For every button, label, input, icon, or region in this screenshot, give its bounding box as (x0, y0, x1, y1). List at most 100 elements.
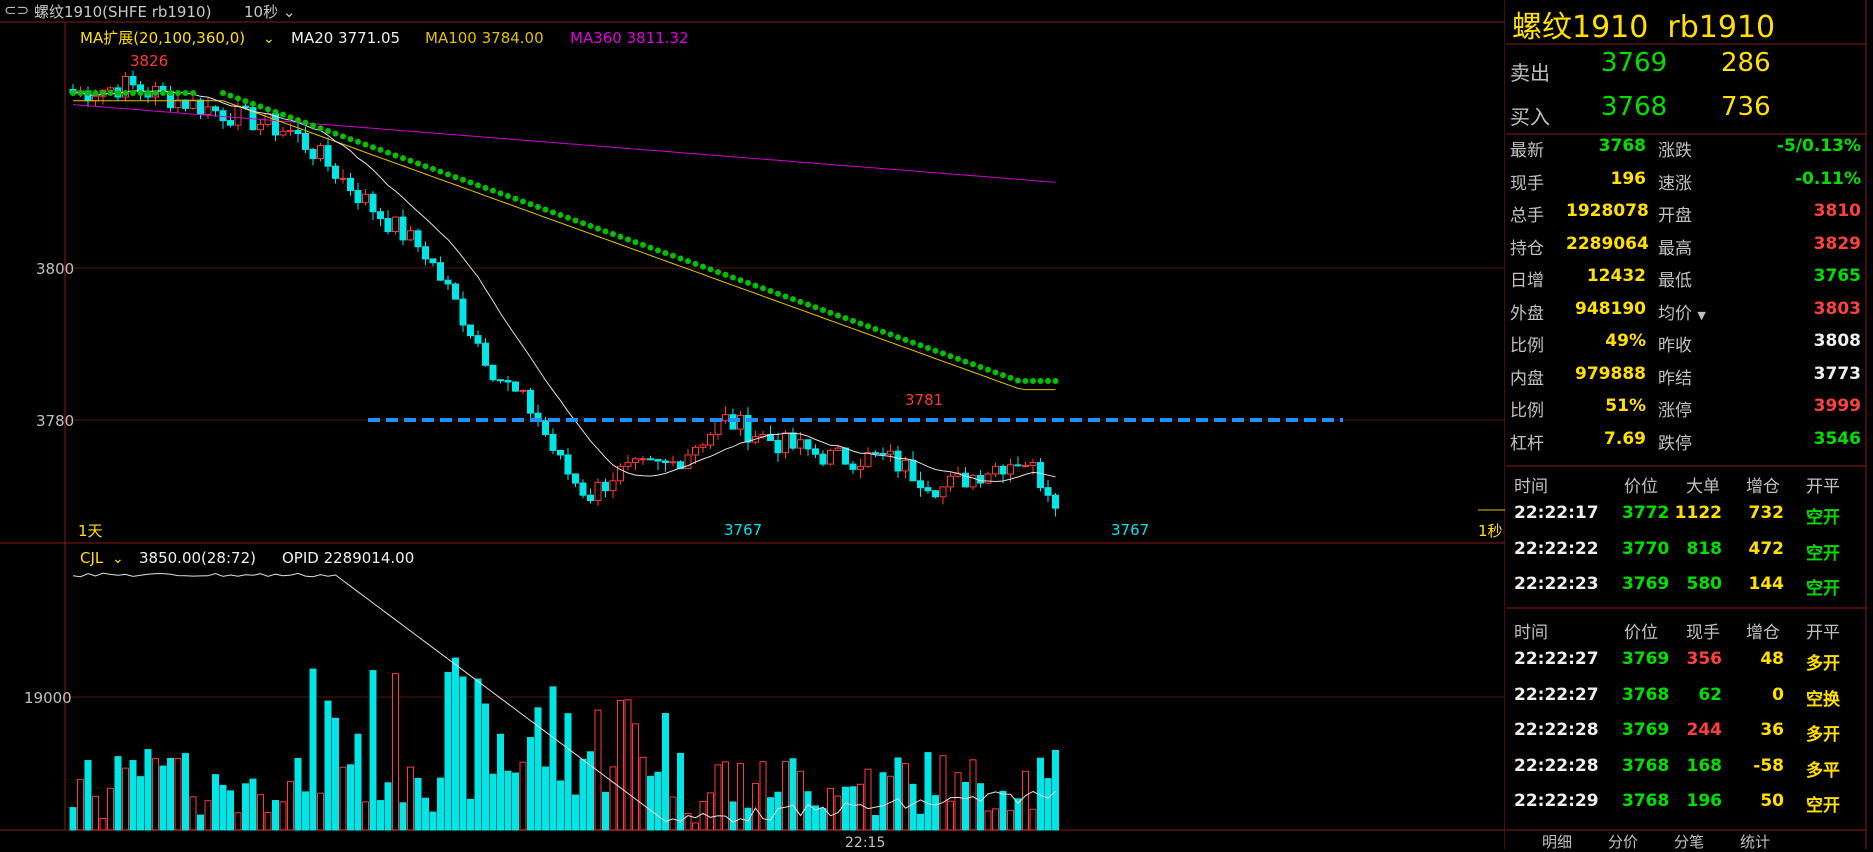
table-row[interactable]: 22:22:28 (1514, 720, 1599, 740)
table-row[interactable]: 22:22:29 (1514, 791, 1599, 811)
candle-body (1007, 464, 1014, 475)
quote-label: 最高 (1658, 238, 1692, 259)
ma360-line (72, 104, 1056, 183)
quote-value: 948190 (1575, 298, 1646, 319)
volume-bar (947, 800, 954, 831)
chevron-down-icon[interactable]: ⌄ (263, 31, 275, 47)
volume-bar (347, 764, 354, 831)
quote-value: 51% (1605, 396, 1646, 416)
volume-bar (632, 723, 639, 831)
candle-body (632, 458, 639, 464)
tick-type: 多开 (1806, 654, 1840, 674)
tick-volume: 818 (1686, 538, 1723, 559)
volume-bar (557, 780, 564, 831)
interval-selector[interactable]: 10秒 ⌄ (244, 3, 296, 21)
quote-label: 跌停 (1658, 433, 1692, 454)
candle-body (684, 454, 692, 470)
table-row[interactable]: 22:22:28 (1514, 755, 1599, 776)
volume-bar (849, 786, 857, 831)
volume-bar (549, 686, 557, 831)
indicator-dot (130, 89, 136, 96)
candle-body (197, 99, 204, 115)
candle-body (902, 459, 909, 472)
candle-body (737, 414, 744, 430)
indicator-dot (677, 255, 684, 262)
candle-body (849, 463, 857, 470)
volume-legend-label[interactable]: CJL (80, 549, 104, 567)
indicator-dot (257, 103, 264, 110)
indicator-dot (685, 258, 691, 265)
candle-body (789, 432, 797, 449)
indicator-dot (77, 89, 84, 96)
caret-down-icon[interactable]: ▼ (1697, 308, 1706, 322)
tick-type: 多开 (1806, 725, 1840, 745)
indicator-dot (722, 271, 729, 278)
volume-bar (827, 787, 834, 831)
tick-volume: 196 (1686, 791, 1723, 811)
ma100-line (73, 100, 1056, 391)
candle-body (857, 465, 864, 470)
candle-body (354, 189, 362, 204)
indicator-dot (572, 217, 579, 224)
indicator-dot (812, 304, 819, 311)
volume-bar (744, 807, 752, 831)
tick-price: 3768 (1622, 755, 1670, 776)
indicator-dot (827, 309, 834, 316)
indicator-dot (325, 127, 331, 134)
tab-2[interactable]: 分笔 (1674, 833, 1705, 851)
candlestick-chart[interactable]: 3800 3780 19000 1天 1秒 22:15 MA扩展(20,100,… (0, 0, 1505, 849)
tab-1[interactable]: 分价 (1608, 833, 1639, 851)
volume-bar (804, 791, 812, 831)
candle-body (362, 193, 369, 204)
volume-bar (452, 657, 459, 831)
tick-volume: 1122 (1674, 503, 1722, 523)
volume-bar (182, 753, 189, 831)
volume-bar (962, 781, 969, 831)
table-row[interactable]: 22:22:23 (1514, 574, 1599, 594)
indicator-dot (587, 222, 594, 229)
indicator-dot (580, 220, 586, 227)
indicator-dot (452, 174, 459, 181)
indicator-dot (1030, 378, 1036, 384)
candle-body (437, 262, 444, 281)
table-row[interactable]: 22:22:27 (1514, 649, 1599, 669)
tab-3[interactable]: 统计 (1740, 833, 1771, 851)
candle-body (1044, 487, 1052, 496)
volume-bar (482, 703, 489, 831)
indicator-dot (790, 296, 796, 303)
quote-value: 3803 (1813, 298, 1861, 319)
tick-price: 3769 (1622, 574, 1670, 594)
indicator-dot (347, 136, 354, 143)
volume-bar (84, 760, 92, 831)
table-row[interactable]: 22:22:27 (1514, 684, 1599, 705)
chevron-down-icon[interactable]: ⌄ (112, 551, 124, 567)
table-row[interactable]: 22:22:17 (1514, 503, 1599, 523)
volume-bar (167, 757, 174, 831)
volume-bar (339, 766, 347, 831)
volume-bar (594, 709, 602, 831)
buy-price[interactable]: 3768 (1601, 92, 1668, 122)
volume-bar (699, 801, 707, 831)
table-header: 时间 (1514, 477, 1548, 497)
candle-body (122, 75, 129, 98)
quote-panel: 螺纹1910 rb1910 卖出 3769 286 买入 3768 736 最新… (1506, 0, 1873, 851)
candle-body (557, 449, 564, 456)
indicator-dot (775, 290, 781, 297)
candle-body (482, 342, 489, 366)
link-icon[interactable]: ⊂⊃ (4, 1, 30, 19)
indicator-dot (910, 339, 916, 346)
quote-label: 杠杆 (1510, 433, 1544, 454)
candle-body (444, 279, 452, 285)
ma-legend-label[interactable]: MA扩展(20,100,360,0) (80, 29, 245, 47)
indicator-dot (932, 347, 939, 354)
indicator-dot (235, 95, 241, 102)
tab-0[interactable]: 明细 (1542, 833, 1573, 851)
volume-bar (909, 783, 917, 831)
sell-price[interactable]: 3769 (1601, 48, 1668, 78)
table-row[interactable]: 22:22:22 (1514, 538, 1599, 559)
table-header: 价位 (1624, 623, 1658, 643)
indicator-dot (242, 98, 249, 105)
candle-body (227, 120, 234, 126)
indicator-dot (1007, 374, 1014, 381)
volume-bar (932, 795, 939, 831)
